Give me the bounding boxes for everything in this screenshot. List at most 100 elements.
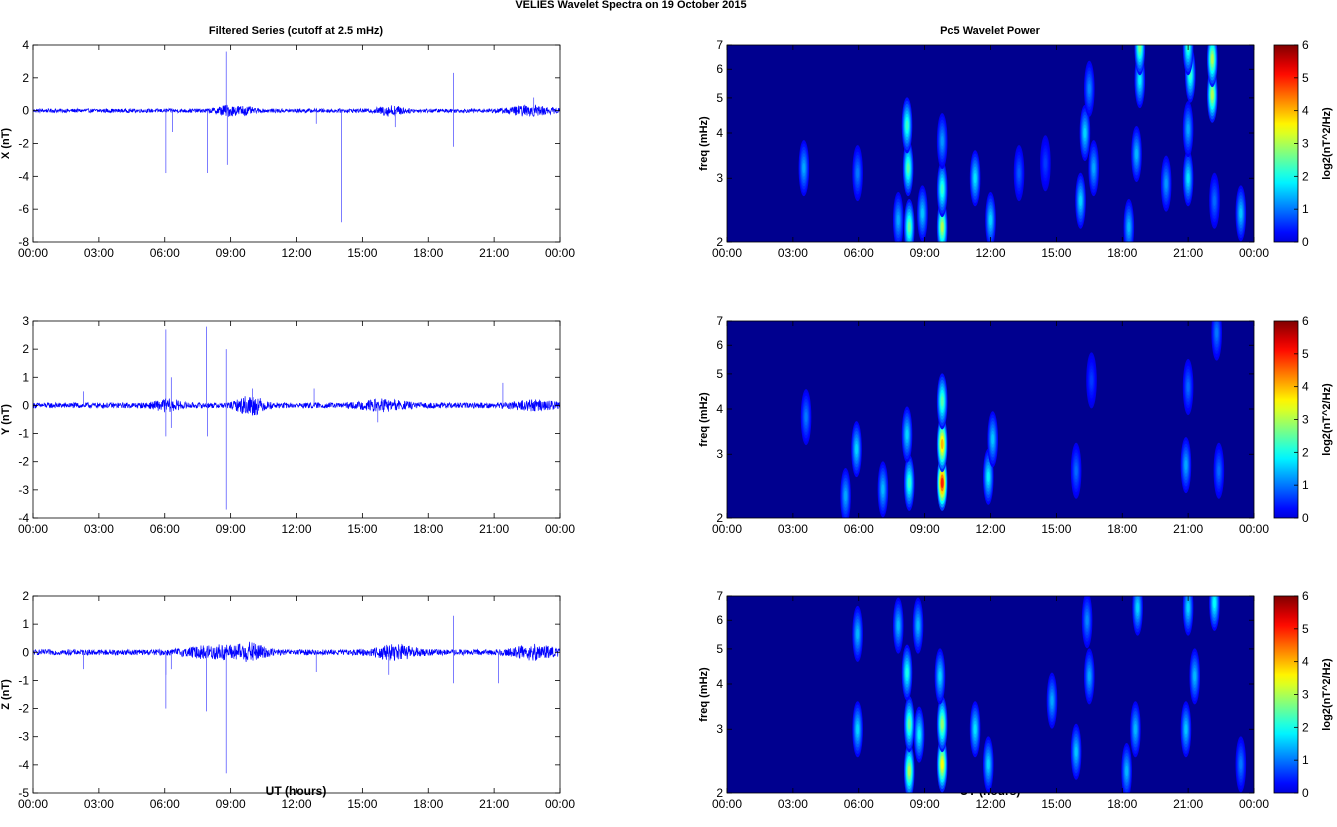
- wavelet-z-power-contour: [1213, 597, 1216, 609]
- filtered-z-ytick-label: -3: [18, 730, 29, 744]
- wavelet-y-power-contour: [1090, 375, 1093, 386]
- wavelet-z-xtick-label: 06:00: [844, 797, 874, 811]
- filtered-z-xtick-label: 09:00: [216, 797, 246, 811]
- wavelet-y-power-contour: [991, 434, 995, 445]
- wavelet-x-power-blob: [1182, 45, 1194, 76]
- wavelet-z-power-contour: [973, 723, 977, 735]
- wavelet-y-power-blob: [1211, 321, 1222, 361]
- filtered-x-xtick-label: 03:00: [84, 246, 114, 260]
- panel-filtered-z: 00:00 03:00 06:00 09:00 12:00 15:00 18:00 21:00…: [0, 589, 575, 811]
- wavelet-x-power-contour: [1239, 208, 1243, 219]
- wavelet-x-ytick-label: 5: [716, 91, 723, 105]
- wavelet-x-power-contour: [1186, 123, 1190, 135]
- wavelet-x-power-blob: [936, 199, 948, 242]
- filtered-z-xtick-label: 00:00: [545, 797, 575, 811]
- wavelet-y-power-contour: [907, 477, 911, 489]
- filtered-y-xtick-label: 15:00: [347, 522, 377, 536]
- filtered-z-trace: [33, 641, 560, 663]
- wavelet-y-power-blob: [851, 421, 862, 478]
- wavelet-x-heatmap: [727, 45, 1254, 242]
- filtered-x-ytick-label: 0: [22, 104, 29, 118]
- wavelet-y-power-blob: [1180, 437, 1192, 494]
- wavelet-y-power-contour: [1217, 465, 1221, 477]
- wavelet-y-power-blob: [936, 454, 948, 511]
- panel-wavelet-z: 00:00 03:00 06:00 09:00 12:00 15:00 18:00 21:00…: [698, 589, 1333, 811]
- right-title: Pc5 Wavelet Power: [940, 25, 1041, 37]
- wavelet-x-ylabel: freq (mHz): [698, 116, 710, 171]
- wavelet-x-power-contour: [1083, 127, 1087, 139]
- wavelet-z-power-blob: [1081, 596, 1093, 649]
- wavelet-x-power-blob: [1206, 45, 1218, 88]
- wavelet-x-power-blob: [936, 113, 948, 170]
- wavelet-y-ylabel: freq (mHz): [698, 392, 710, 447]
- wavelet-y-colorbar-tick-label: 6: [1302, 314, 1309, 328]
- wavelet-z-power-blob: [1182, 596, 1194, 636]
- filtered-y-ytick-label: 2: [22, 342, 29, 356]
- wavelet-x-power-contour: [940, 135, 944, 147]
- wavelet-x-power-contour: [1164, 178, 1168, 189]
- wavelet-y-ytick-label: 4: [716, 402, 723, 416]
- wavelet-z-power-contour: [896, 620, 900, 631]
- wavelet-y-power-contour: [1184, 459, 1188, 471]
- filtered-y-ytick-label: 0: [22, 398, 29, 412]
- filtered-x-xtick-label: 12:00: [281, 246, 311, 260]
- wavelet-y-power-blob: [1213, 442, 1225, 499]
- wavelet-y-power-blob: [987, 411, 998, 468]
- wavelet-x-power-contour: [1135, 148, 1138, 160]
- wavelet-z-power-blob: [903, 743, 915, 793]
- wavelet-x-power-contour: [940, 183, 944, 195]
- wavelet-y-xtick-label: 15:00: [1041, 522, 1071, 536]
- wavelet-z-power-blob: [1070, 723, 1082, 780]
- filtered-x-xtick-label: 09:00: [216, 246, 246, 260]
- left-xlabel: UT (hours): [266, 784, 327, 798]
- filtered-y-xtick-label: 18:00: [413, 522, 443, 536]
- wavelet-z-power-blob: [936, 736, 948, 793]
- wavelet-y-power-contour: [1186, 381, 1190, 393]
- filtered-y-ytick-label: -3: [18, 483, 29, 497]
- filtered-x-ytick-label: -4: [18, 169, 29, 183]
- wavelet-y-power-blob: [903, 454, 915, 511]
- wavelet-z-power-contour: [938, 671, 942, 682]
- wavelet-z-power-contour: [940, 718, 944, 730]
- wavelet-z-power-blob: [936, 696, 948, 753]
- filtered-x-xtick-label: 18:00: [413, 246, 443, 260]
- wavelet-x-power-blob: [1182, 150, 1194, 207]
- filtered-z-ytick-label: 1: [22, 617, 29, 631]
- wavelet-z-ytick-label: 7: [716, 589, 723, 603]
- wavelet-x-colorbar-tick-label: 3: [1302, 137, 1309, 151]
- wavelet-x-power-contour: [1213, 195, 1216, 206]
- wavelet-z-power-contour: [917, 729, 921, 740]
- wavelet-z-colorbar-tick-label: 2: [1302, 720, 1309, 734]
- wavelet-x-power-blob: [1182, 101, 1194, 158]
- filtered-z-xtick-label: 00:00: [18, 797, 48, 811]
- wavelet-z-power-blob: [1180, 701, 1192, 758]
- filtered-z-ytick-label: -2: [18, 702, 29, 716]
- filtered-x-ytick-label: 4: [22, 38, 29, 52]
- wavelet-x-power-blob: [903, 199, 915, 242]
- wavelet-y-colorbar-tick-label: 0: [1302, 511, 1309, 525]
- wavelet-x-colorbar-tick-label: 1: [1302, 202, 1309, 216]
- filtered-z-ytick-label: -4: [18, 758, 29, 772]
- wavelet-x-power-blob: [1040, 135, 1051, 192]
- filtered-x-xtick-label: 21:00: [479, 246, 509, 260]
- wavelet-y-power-contour: [804, 411, 808, 423]
- filtered-z-ytick-label: -5: [18, 786, 29, 800]
- wavelet-x-xtick-label: 09:00: [910, 246, 940, 260]
- wavelet-x-power-blob: [1013, 145, 1025, 202]
- wavelet-z-power-contour: [1193, 671, 1197, 682]
- filtered-z-ytick-label: 0: [22, 645, 29, 659]
- filtered-x-ytick-label: 2: [22, 71, 29, 85]
- wavelet-x-power-blob: [969, 150, 981, 207]
- wavelet-y-power-contour: [855, 443, 858, 455]
- wavelet-x-ytick-label: 7: [716, 38, 723, 52]
- wavelet-y-power-blob: [877, 461, 889, 518]
- wavelet-z-power-blob: [912, 597, 924, 654]
- filtered-y-xtick-label: 03:00: [84, 522, 114, 536]
- filtered-y-plot-area: [33, 326, 560, 510]
- wavelet-x-colorbar-tick-label: 5: [1302, 71, 1309, 85]
- filtered-z-ytick-label: 2: [22, 589, 29, 603]
- wavelet-x-xtick-label: 03:00: [778, 246, 808, 260]
- wavelet-z-ytick-label: 2: [716, 786, 723, 800]
- wavelet-y-power-contour: [940, 438, 944, 450]
